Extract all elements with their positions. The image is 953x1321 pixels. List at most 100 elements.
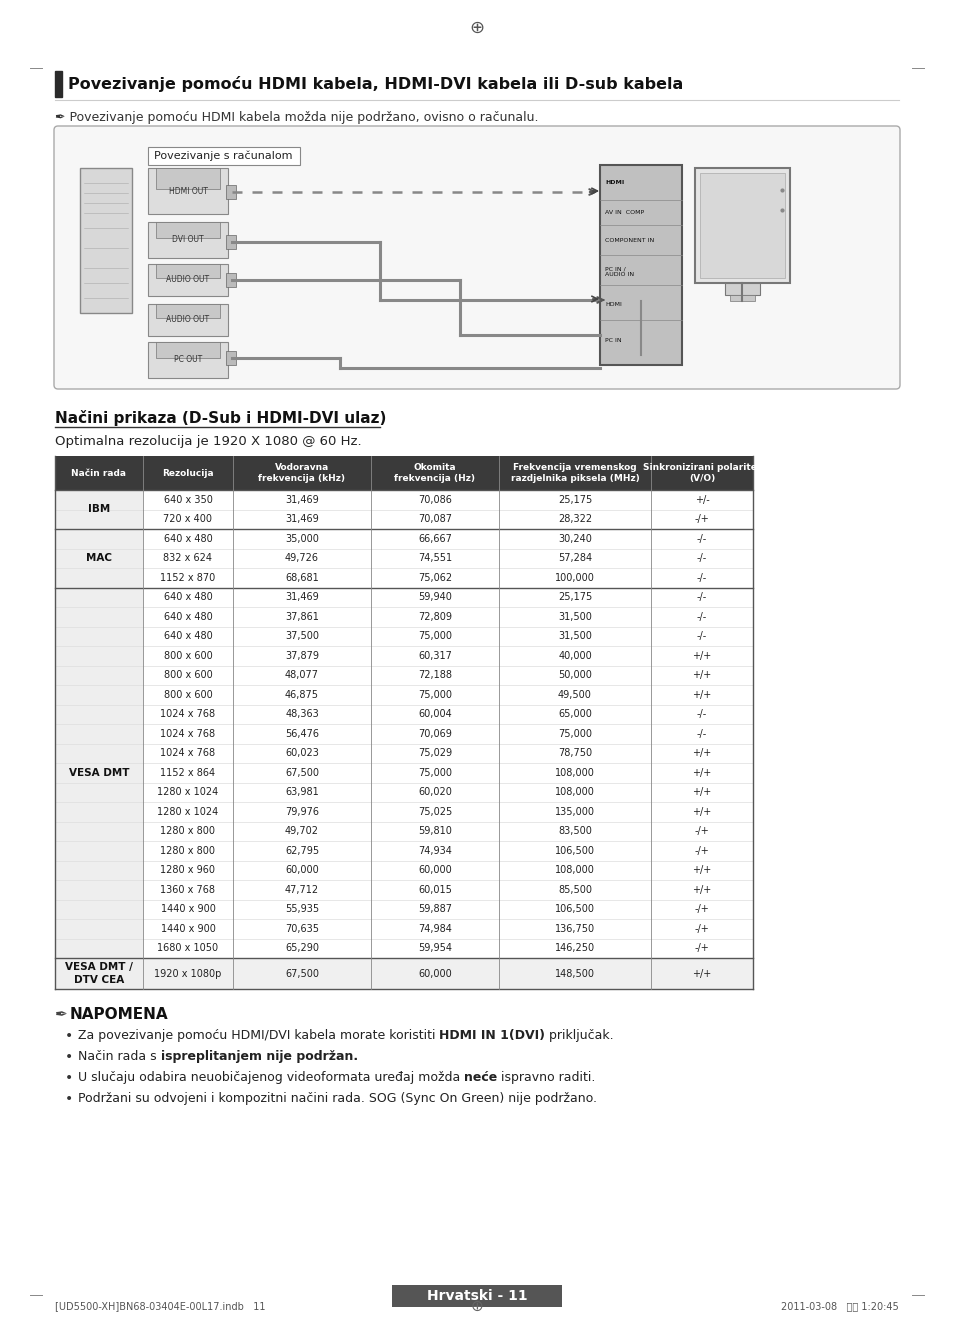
Text: PC OUT: PC OUT [173, 355, 202, 365]
Text: 1280 x 800: 1280 x 800 [160, 845, 215, 856]
Text: 60,000: 60,000 [285, 865, 318, 876]
Bar [55, 704, 752, 724]
Text: Povezivanje s računalom: Povezivanje s računalom [153, 151, 293, 161]
Text: -/-: -/- [696, 534, 706, 544]
Text: 79,976: 79,976 [285, 807, 318, 816]
Text: 75,029: 75,029 [417, 748, 452, 758]
Text: 75,000: 75,000 [417, 768, 452, 778]
Text: +/+: +/+ [692, 651, 711, 660]
Text: 49,500: 49,500 [558, 690, 591, 700]
Text: 106,500: 106,500 [555, 845, 595, 856]
Bar [226, 273, 235, 287]
Bar [55, 764, 752, 782]
Bar [55, 744, 752, 764]
Text: 75,000: 75,000 [417, 690, 452, 700]
Text: 60,317: 60,317 [417, 651, 452, 660]
Text: +/+: +/+ [692, 690, 711, 700]
Bar [599, 165, 681, 365]
Bar [156, 264, 220, 279]
Text: 59,954: 59,954 [417, 943, 452, 954]
Text: 31,469: 31,469 [285, 514, 318, 524]
Bar [55, 900, 752, 919]
Bar [156, 342, 220, 358]
Text: 59,940: 59,940 [417, 592, 452, 602]
Text: 67,500: 67,500 [285, 968, 318, 979]
Text: -/-: -/- [696, 729, 706, 738]
Text: +/+: +/+ [692, 807, 711, 816]
Bar [148, 264, 228, 296]
Bar [55, 490, 143, 528]
Text: [UD5500-XH]BN68-03404E-00L17.indb   11: [UD5500-XH]BN68-03404E-00L17.indb 11 [55, 1301, 265, 1310]
Text: +/+: +/+ [692, 787, 711, 798]
Text: 50,000: 50,000 [558, 670, 591, 680]
Bar [226, 235, 235, 248]
Bar [148, 147, 299, 165]
Text: -/-: -/- [696, 553, 706, 563]
Text: AUDIO OUT: AUDIO OUT [166, 276, 210, 284]
Text: 108,000: 108,000 [555, 787, 595, 798]
Text: 60,004: 60,004 [417, 709, 452, 719]
Text: 85,500: 85,500 [558, 885, 592, 894]
Text: -/-: -/- [696, 709, 706, 719]
Text: 74,551: 74,551 [417, 553, 452, 563]
Text: HDMI IN 1(DVI): HDMI IN 1(DVI) [439, 1029, 545, 1042]
Text: 60,020: 60,020 [417, 787, 452, 798]
Text: +/+: +/+ [692, 865, 711, 876]
Bar [55, 548, 752, 568]
Text: +/-: +/- [694, 495, 709, 505]
Bar [55, 958, 752, 989]
Bar [55, 588, 752, 608]
Text: +/+: +/+ [692, 885, 711, 894]
Bar [55, 880, 752, 900]
Text: 49,702: 49,702 [285, 826, 318, 836]
Bar [156, 222, 220, 238]
Text: 1024 x 768: 1024 x 768 [160, 748, 215, 758]
Text: DVI OUT: DVI OUT [172, 235, 204, 244]
Text: -/+: -/+ [694, 845, 709, 856]
Text: 59,810: 59,810 [417, 826, 452, 836]
Text: +/+: +/+ [692, 670, 711, 680]
Text: 25,175: 25,175 [558, 495, 592, 505]
Text: Optimalna rezolucija je 1920 X 1080 @ 60 Hz.: Optimalna rezolucija je 1920 X 1080 @ 60… [55, 435, 361, 448]
Text: 48,363: 48,363 [285, 709, 318, 719]
Text: Način rada s: Način rada s [78, 1050, 160, 1063]
Text: •: • [65, 1050, 73, 1065]
Text: 37,500: 37,500 [285, 631, 318, 641]
Bar [148, 304, 228, 336]
Text: 65,290: 65,290 [285, 943, 318, 954]
Text: 1152 x 864: 1152 x 864 [160, 768, 215, 778]
Text: Hrvatski - 11: Hrvatski - 11 [426, 1289, 527, 1303]
Bar [55, 958, 143, 989]
Text: 108,000: 108,000 [555, 865, 595, 876]
Text: 49,726: 49,726 [285, 553, 318, 563]
Text: HDMI OUT: HDMI OUT [169, 186, 207, 196]
Text: IBM: IBM [88, 505, 110, 514]
Text: 60,015: 60,015 [417, 885, 452, 894]
Text: ⊕: ⊕ [469, 18, 484, 37]
Text: HDMI: HDMI [604, 303, 621, 308]
Text: 640 x 480: 640 x 480 [164, 631, 213, 641]
Text: PC IN: PC IN [604, 337, 621, 342]
Text: 135,000: 135,000 [555, 807, 595, 816]
Text: -/+: -/+ [694, 826, 709, 836]
Bar [226, 351, 235, 365]
Text: 106,500: 106,500 [555, 905, 595, 914]
Text: 136,750: 136,750 [555, 923, 595, 934]
Bar [55, 802, 752, 822]
Text: 40,000: 40,000 [558, 651, 591, 660]
Text: 148,500: 148,500 [555, 968, 595, 979]
Text: 47,712: 47,712 [285, 885, 318, 894]
Text: neće: neće [464, 1071, 497, 1085]
Bar [55, 490, 752, 510]
Text: VESA DMT: VESA DMT [69, 768, 129, 778]
Text: 25,175: 25,175 [558, 592, 592, 602]
Text: ✒: ✒ [55, 1007, 72, 1022]
Text: •: • [65, 1071, 73, 1085]
Text: -/+: -/+ [694, 943, 709, 954]
Text: HDMI: HDMI [604, 180, 623, 185]
Text: 640 x 350: 640 x 350 [163, 495, 213, 505]
Bar [724, 283, 760, 295]
Text: -/-: -/- [696, 592, 706, 602]
Text: -/+: -/+ [694, 905, 709, 914]
Bar [80, 168, 132, 313]
